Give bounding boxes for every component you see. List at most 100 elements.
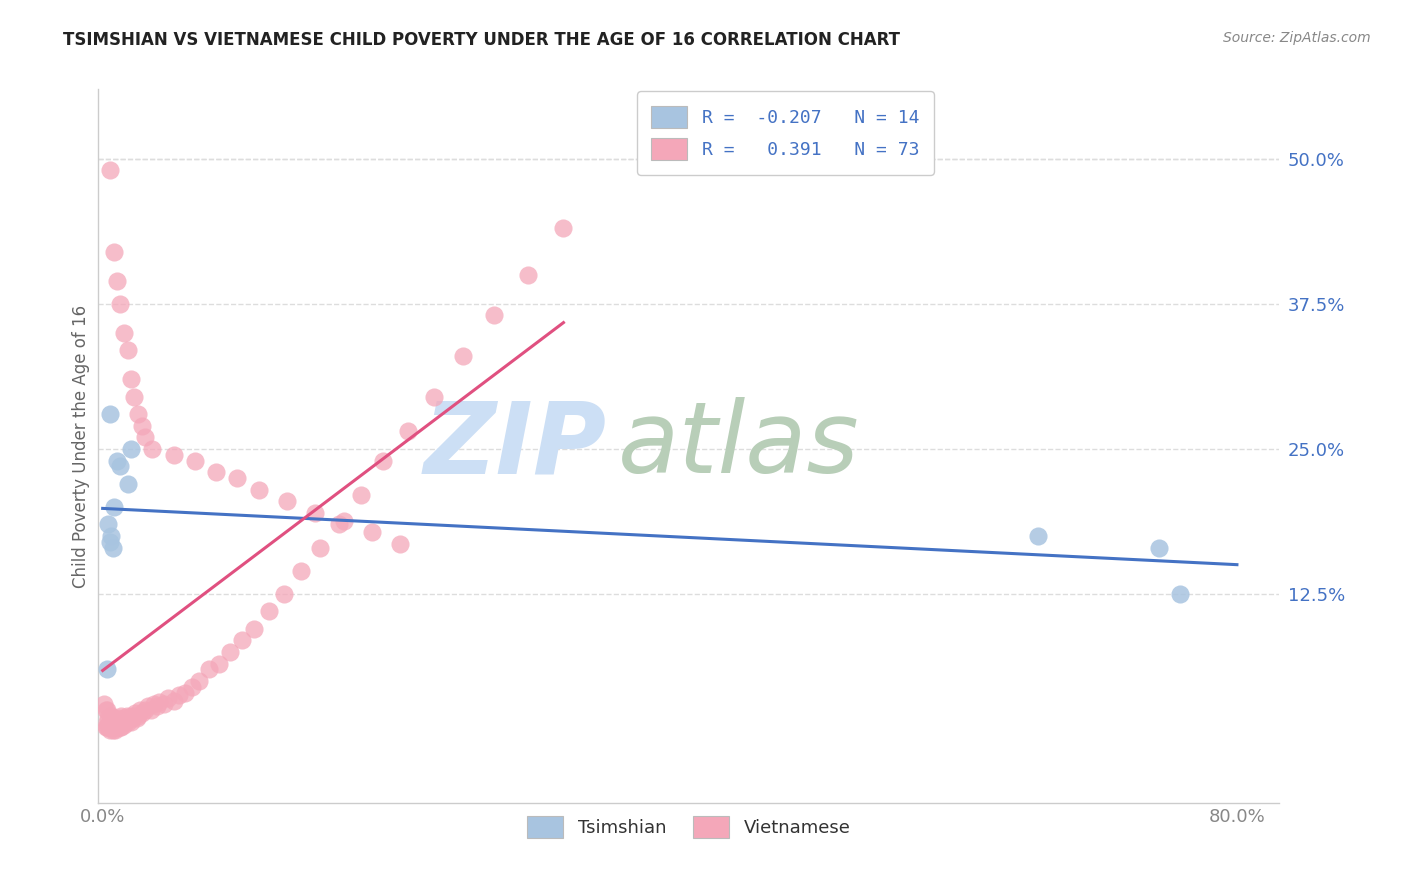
Point (122, 390, 145, 404)
Point (112, 718, 135, 732)
Point (110, 708, 132, 723)
Point (396, 425, 419, 439)
Point (198, 662, 221, 676)
Point (103, 244, 125, 259)
Point (162, 448, 184, 462)
Text: atlas: atlas (619, 398, 859, 494)
Point (96, 720, 118, 734)
Point (131, 418, 153, 433)
Point (1147, 541, 1170, 555)
Point (97, 720, 120, 734)
Point (110, 720, 132, 734)
Point (482, 309, 505, 323)
Point (105, 714, 128, 729)
Point (304, 506, 326, 520)
Point (328, 517, 350, 532)
Point (290, 564, 312, 578)
Point (243, 622, 266, 636)
Point (120, 714, 142, 729)
Text: ZIP: ZIP (423, 398, 606, 494)
Point (96, 662, 118, 676)
Point (94, 720, 117, 734)
Point (97, 711, 120, 725)
Point (101, 714, 124, 729)
Point (148, 695, 170, 709)
Point (97, 517, 120, 532)
Point (100, 529, 122, 543)
Point (100, 720, 122, 734)
Point (125, 711, 148, 725)
Point (181, 680, 204, 694)
Point (423, 390, 446, 404)
Point (107, 711, 129, 725)
Point (134, 430, 156, 444)
Point (451, 349, 474, 363)
Point (108, 297, 131, 311)
Point (219, 645, 242, 659)
Point (188, 673, 211, 688)
Point (112, 711, 135, 725)
Point (98, 534, 121, 549)
Point (115, 708, 138, 723)
Point (517, 268, 540, 282)
Point (108, 459, 131, 474)
Point (308, 541, 330, 555)
Point (257, 604, 280, 618)
Point (208, 657, 231, 671)
Point (145, 699, 167, 714)
Point (117, 343, 139, 358)
Point (118, 711, 141, 725)
Point (120, 442, 142, 456)
Point (96, 703, 118, 717)
Point (121, 711, 143, 725)
Point (128, 703, 150, 717)
Point (152, 697, 174, 711)
Point (162, 694, 184, 708)
Point (127, 708, 149, 723)
Point (553, 221, 575, 235)
Point (105, 720, 128, 734)
Point (98, 723, 121, 737)
Point (131, 706, 153, 721)
Legend: Tsimshian, Vietnamese: Tsimshian, Vietnamese (519, 807, 859, 847)
Point (205, 465, 228, 479)
Point (124, 706, 146, 721)
Point (108, 720, 131, 734)
Point (111, 714, 134, 729)
Point (108, 714, 131, 729)
Point (114, 714, 136, 729)
Point (105, 453, 128, 467)
Point (276, 494, 298, 508)
Point (127, 407, 149, 421)
Point (226, 471, 249, 485)
Point (98, 714, 121, 729)
Point (117, 714, 139, 729)
Point (1168, 587, 1191, 601)
Point (361, 525, 384, 540)
Point (96, 714, 118, 729)
Point (1028, 529, 1050, 543)
Point (139, 703, 162, 717)
Point (117, 476, 139, 491)
Point (174, 685, 197, 699)
Point (273, 587, 295, 601)
Point (122, 708, 145, 723)
Point (231, 633, 253, 648)
Text: TSIMSHIAN VS VIETNAMESE CHILD POVERTY UNDER THE AGE OF 16 CORRELATION CHART: TSIMSHIAN VS VIETNAMESE CHILD POVERTY UN… (63, 31, 900, 49)
Point (101, 541, 124, 555)
Point (120, 708, 142, 723)
Point (167, 688, 190, 702)
Point (103, 711, 125, 725)
Point (373, 453, 395, 467)
Point (141, 442, 163, 456)
Point (103, 500, 125, 514)
Point (103, 720, 125, 734)
Point (136, 699, 159, 714)
Point (350, 488, 373, 502)
Point (104, 723, 127, 737)
Point (105, 274, 128, 288)
Point (389, 537, 412, 551)
Point (134, 703, 156, 717)
Point (101, 723, 124, 737)
Point (112, 326, 135, 340)
